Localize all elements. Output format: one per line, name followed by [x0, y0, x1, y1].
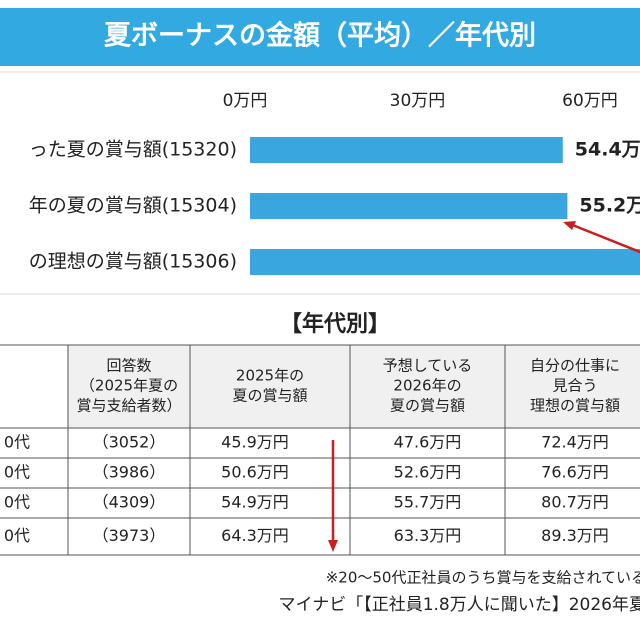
annotation-arrow [569, 222, 640, 254]
bar [250, 249, 640, 275]
table-header: 2026年の [393, 377, 461, 395]
x-tick-label: 60万円 [562, 91, 618, 111]
table-cell-text: 55.7万円 [394, 493, 462, 512]
y-tick-label: 年の夏の賞与額(15304) [29, 195, 237, 217]
y-tick-label: の理想の賞与額(15306) [29, 251, 237, 273]
x-tick-label: 30万円 [390, 91, 446, 111]
table-header: 夏の賞与額 [390, 397, 465, 415]
footnote: ※20～50代正社員のうち賞与を支給されている [326, 569, 640, 587]
table-cell-text: （4309） [93, 493, 166, 512]
table-arrowhead [328, 540, 338, 552]
table-cell-text: 54.9万円 [221, 493, 289, 512]
chart-title: 夏ボーナスの金額（平均）／年代別 [104, 20, 536, 52]
table-cell [0, 344, 69, 429]
table-cell-text: 63.3万円 [394, 526, 462, 545]
table-header: 回答数 [106, 357, 151, 375]
table-cell-text: 64.3万円 [221, 526, 289, 545]
table-header: 賞与支給者数） [76, 397, 181, 415]
table-header: 夏の賞与額 [232, 387, 307, 405]
table-header: 理想の賞与額 [530, 397, 620, 415]
table-cell [504, 517, 640, 556]
title-bar [0, 8, 640, 66]
table-cell-text: （3986） [93, 463, 166, 482]
x-tick-label: 0万円 [223, 91, 268, 111]
data-label: 55.2万 [579, 195, 640, 217]
table-cell-text: 52.6万円 [394, 463, 462, 482]
bar [250, 137, 563, 163]
data-label: 54.4万 [575, 139, 640, 161]
table-cell-text: 89.3万円 [541, 526, 609, 545]
table-cell-text: 72.4万円 [541, 433, 609, 452]
table-header: 2025年の [236, 367, 304, 385]
table-header: 予想している [383, 357, 473, 375]
table-cell-text: 76.6万円 [541, 463, 609, 482]
table-header: （2025年夏の [80, 377, 178, 395]
table-cell-text: 0代 [4, 433, 30, 452]
annotation-arrowhead [563, 221, 576, 230]
table-header: 自分の仕事に [530, 357, 620, 375]
table-header: 見合う [552, 377, 597, 395]
table-cell-text: 47.6万円 [394, 433, 462, 452]
table-cell-text: （3973） [93, 526, 166, 545]
table-cell-text: 0代 [4, 463, 30, 482]
table-cell-text: 50.6万円 [221, 463, 289, 482]
table-cell-text: 80.7万円 [541, 493, 609, 512]
y-tick-label: った夏の賞与額(15320) [29, 139, 237, 161]
table-title: 【年代別】 [280, 311, 390, 337]
table-cell-text: 0代 [4, 526, 30, 545]
table-cell-text: 0代 [4, 493, 30, 512]
table-cell-text: （3052） [93, 433, 166, 452]
bar [250, 193, 568, 219]
table-cell-text: 45.9万円 [221, 433, 289, 452]
table-header-bg [68, 345, 640, 428]
footnote: マイナビ「【正社員1.8万人に聞いた】2026年夏 [279, 595, 640, 615]
